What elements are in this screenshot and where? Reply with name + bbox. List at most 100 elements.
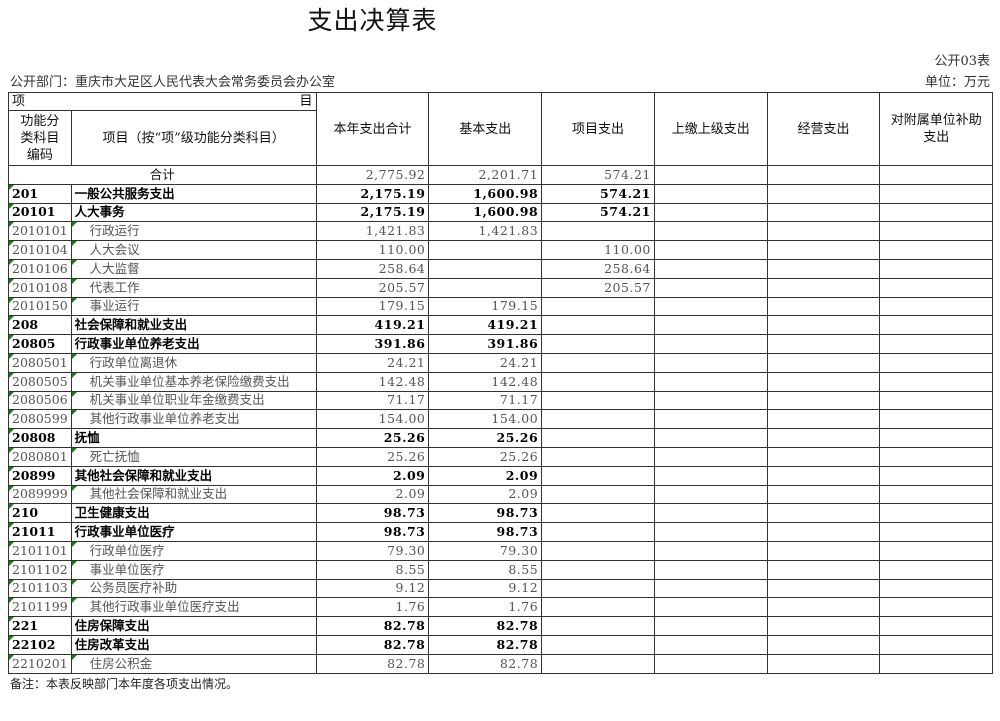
code-cell: 2080505 [8, 371, 72, 392]
name-cell: 住房改革支出 [70, 634, 317, 655]
name-cell: 公务员医疗补助 [70, 578, 317, 599]
project-cell: 574.21 [541, 202, 655, 223]
upper-cell [653, 446, 768, 467]
name-cell: 卫生健康支出 [70, 503, 317, 524]
name-cell: 代表工作 [70, 277, 317, 298]
project-cell [541, 465, 655, 486]
name-cell: 人大事务 [70, 202, 317, 223]
project-cell [541, 522, 655, 542]
basic-cell: 71.17 [428, 390, 543, 411]
total-cell: 419.21 [315, 315, 430, 336]
name-cell: 住房保障支出 [70, 616, 317, 636]
total-cell: 9.12 [315, 578, 430, 599]
code-cell: 2010108 [8, 277, 72, 298]
project-cell [541, 653, 655, 674]
basic-cell: 24.21 [428, 352, 543, 373]
business-cell [766, 465, 881, 486]
department: 公开部门：重庆市大足区人民代表大会常务委员会办公室 [10, 75, 336, 90]
code-cell: 2101101 [8, 540, 72, 561]
name-cell: 行政事业单位医疗 [70, 522, 317, 542]
header-item-right: 目 [299, 94, 313, 109]
code-cell: 22102 [8, 634, 72, 655]
upper-cell [653, 465, 768, 486]
upper-cell [653, 202, 768, 223]
header-project: 项目支出 [541, 92, 655, 166]
upper-cell [653, 296, 768, 317]
upper-cell [653, 503, 768, 524]
upper-cell [653, 559, 768, 580]
code-cell: 20805 [8, 334, 72, 354]
upper-cell [653, 653, 768, 674]
basic-cell: 1,600.98 [428, 183, 543, 204]
table-row: 2101103 公务员医疗补助 9.12 9.12 [8, 578, 993, 599]
upper-cell [653, 484, 768, 505]
name-cell: 机关事业单位职业年金缴费支出 [70, 390, 317, 411]
table-row: 208 社会保障和就业支出 419.21 419.21 [8, 315, 993, 336]
business-cell [766, 334, 881, 354]
code-cell: 201 [8, 183, 72, 204]
total-project: 574.21 [541, 165, 655, 185]
name-cell: 其他行政事业单位养老支出 [70, 409, 317, 430]
table-row: 2010108 代表工作 205.57 205.57 [8, 277, 993, 298]
total-cell: 142.48 [315, 371, 430, 392]
business-cell [766, 258, 881, 279]
project-cell [541, 446, 655, 467]
subsidy-cell [879, 202, 993, 223]
subsidy-cell [879, 446, 993, 467]
total-basic: 2,201.71 [428, 165, 543, 185]
upper-cell [653, 390, 768, 411]
table-row: 2089999 其他社会保障和就业支出 2.09 2.09 [8, 484, 993, 505]
total-cell: 110.00 [315, 240, 430, 260]
upper-cell [653, 597, 768, 618]
page-title: 支出决算表 [307, 6, 438, 35]
code-cell: 2010150 [8, 296, 72, 317]
business-cell [766, 522, 881, 542]
table-row: 201 一般公共服务支出 2,175.19 1,600.98 574.21 [8, 183, 993, 204]
table-row: 2080506 机关事业单位职业年金缴费支出 71.17 71.17 [8, 390, 993, 411]
name-cell: 社会保障和就业支出 [70, 315, 317, 336]
subsidy-cell [879, 484, 993, 505]
project-cell: 258.64 [541, 258, 655, 279]
total-cell: 391.86 [315, 334, 430, 354]
code-cell: 2210201 [8, 653, 72, 674]
table-row: 2080505 机关事业单位基本养老保险缴费支出 142.48 142.48 [8, 371, 993, 392]
project-cell [541, 597, 655, 618]
basic-cell: 142.48 [428, 371, 543, 392]
total-cell: 8.55 [315, 559, 430, 580]
table-row: 221 住房保障支出 82.78 82.78 [8, 616, 993, 636]
basic-cell: 82.78 [428, 634, 543, 655]
business-cell [766, 446, 881, 467]
business-cell [766, 390, 881, 411]
total-cell: 154.00 [315, 409, 430, 430]
total-cell: 25.26 [315, 446, 430, 467]
table-row: 2010106 人大监督 258.64 258.64 [8, 258, 993, 279]
expenditure-table: 项目 本年支出合计 基本支出 项目支出 上缴上级支出 经营支出 对附属单位补助支… [8, 92, 993, 674]
project-cell: 205.57 [541, 277, 655, 298]
project-cell [541, 221, 655, 242]
basic-cell: 25.26 [428, 428, 543, 448]
subsidy-cell [879, 503, 993, 524]
business-cell [766, 221, 881, 242]
total-cell: 98.73 [315, 503, 430, 524]
project-cell [541, 428, 655, 448]
basic-cell: 8.55 [428, 559, 543, 580]
basic-cell: 1,600.98 [428, 202, 543, 223]
table-row: 2101101 行政单位医疗 79.30 79.30 [8, 540, 993, 561]
header-code: 功能分类科目编码 [8, 110, 72, 166]
code-cell: 2080506 [8, 390, 72, 411]
code-cell: 2010101 [8, 221, 72, 242]
code-cell: 2089999 [8, 484, 72, 505]
code-cell: 2101102 [8, 559, 72, 580]
header-name: 项目（按“项”级功能分类科目） [70, 110, 317, 166]
name-cell: 行政运行 [70, 221, 317, 242]
name-cell: 住房公积金 [70, 653, 317, 674]
code-cell: 2101103 [8, 578, 72, 599]
name-cell: 行政事业单位养老支出 [70, 334, 317, 354]
upper-cell [653, 522, 768, 542]
project-cell [541, 540, 655, 561]
header-subsidy: 对附属单位补助支出 [879, 92, 993, 166]
upper-cell [653, 540, 768, 561]
upper-cell [653, 183, 768, 204]
code-cell: 21011 [8, 522, 72, 542]
upper-cell [653, 334, 768, 354]
